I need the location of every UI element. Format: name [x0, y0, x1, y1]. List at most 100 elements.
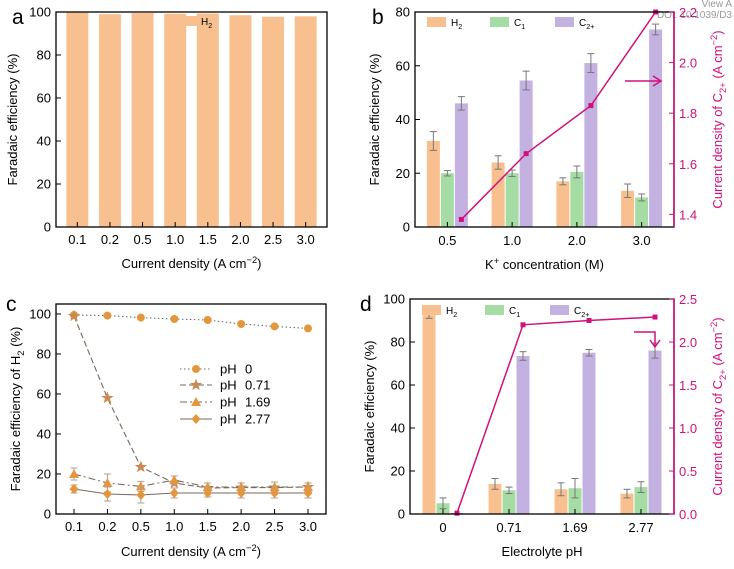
panel-b-current-line [460, 11, 657, 220]
panel-a-xtick-label-1: 0.2 [101, 232, 119, 247]
panel-b-ylabel-right: Current density of C2+​ (A cm−2​) [709, 30, 728, 208]
panel-b-arrow-head [652, 75, 663, 87]
panel-a-bar-0.2 [98, 14, 121, 228]
panel-b-bar-c1-1.0 [505, 173, 519, 227]
panel-d-legend-swatch-c2plus [550, 305, 569, 315]
panel-c-point-ph-2-77-2.0 [236, 488, 246, 498]
panel-c-legend-val-ph-0-71: 0.71 [245, 378, 270, 393]
panel-a-ytick-label-3: 60 [37, 91, 51, 106]
panel-a-bar-0.5 [131, 13, 154, 228]
panel-a-ytick-label-4: 80 [37, 48, 51, 63]
panel-d-current-point-1.69 [586, 318, 592, 323]
panel-d-errbar-h2-2.77 [623, 488, 631, 499]
panel-d-errbar-c1-2.77 [637, 481, 645, 493]
panel-a-legend-swatch-h2 [180, 16, 199, 26]
panel-c-line-ph-1-69 [73, 473, 308, 488]
panel-c-point-ph-1-69-1.0 [169, 475, 180, 484]
panel-c-ytick-label-5: 100 [29, 307, 51, 322]
panel-a-xlabel: Current density (A cm−2​) [122, 255, 262, 271]
panel-b-errbar-h2-0.5 [429, 131, 437, 151]
panel-b-ytick-label-2: 40 [396, 112, 410, 127]
panel-c-xlabel-part-1: −2 [246, 543, 257, 553]
panel-d-legend-c2plus-part-0: C [574, 306, 581, 317]
panel-b-ytick-right-label-1: 1.6 [679, 157, 697, 172]
panel-c-point-ph-2-77-1.0 [169, 488, 179, 498]
panel-c-line-ph-0 [73, 314, 309, 329]
panel-c-legend-pre-ph-0-71: pH [220, 378, 237, 393]
panel-c-xtick-label-6: 2.5 [266, 519, 284, 534]
panel-a-ylabel-part-0: Faradaic efficiency (%) [5, 54, 20, 186]
panel-b-errbar-c2plus-2.0 [587, 53, 595, 73]
panel-d-current-point-0 [454, 510, 460, 516]
panel-a-legend-h2-part-0: H [201, 17, 208, 28]
panel-d-current-point-2.77 [652, 314, 658, 320]
panel-b-legend-c2plus-part-1: 2+ [586, 22, 594, 31]
panel-a-bar-1.5 [196, 13, 219, 227]
panel-b-legend-c2plus: C2+​ [579, 18, 594, 31]
panel-c-legend-pre-ph-0: pH [220, 362, 237, 377]
panel-b-ylabel-right-part-2: (A cm [710, 45, 725, 82]
panel-b-ytick-right-label-4: 2.2 [679, 5, 697, 20]
panel-a-letter: a [12, 6, 24, 29]
panel-b-current-point-1.0 [523, 151, 529, 157]
panel-c-ytick-label-4: 80 [37, 347, 51, 362]
panel-d-errbar-c1-1.69 [571, 478, 579, 499]
panel-b-errbar-c2plus-3.0 [652, 23, 660, 36]
panel-d-errbar-c1-0.71 [505, 486, 513, 495]
panel-c-legend-val-ph-1-69: 1.69 [245, 395, 270, 410]
panel-b-ytick-label-3: 60 [396, 58, 410, 73]
panel-b-letter: b [372, 6, 384, 29]
panel-d-bar-h2-0 [422, 315, 436, 514]
panel-a-xtick-label-7: 3.0 [297, 232, 315, 247]
panel-d-letter: d [360, 293, 372, 316]
panel-c-xtick-label-7: 3.0 [299, 519, 317, 534]
panel-b-bar-c2plus-2.0 [584, 63, 598, 227]
panel-d-ytick-right-label-0: 0.0 [679, 507, 697, 522]
panel-c-ylabel-part-2: (%) [8, 327, 23, 351]
panel-d-xtick-label-0: 0 [439, 520, 446, 535]
panel-b-bar-h2-3.0 [621, 190, 635, 227]
panel-a-ytick-label-2: 40 [37, 134, 51, 149]
panel-d-legend-h2-part-0: H [446, 306, 453, 317]
panel-d-errbar-c2plus-1.69 [585, 349, 593, 357]
panel-d-xtick-label-3: 2.77 [628, 520, 653, 535]
panel-d-legend-c2plus-part-1: 2+ [581, 310, 589, 319]
panel-a-legend-h2: H2​ [201, 17, 212, 30]
panel-d-legend-c1: C1​ [509, 306, 520, 319]
panel-c-line-ph-2-77 [73, 488, 308, 496]
panel-c-ylabel-part-1: 2 [16, 351, 26, 356]
panel-c-legend-pre-ph-2-77: pH [220, 412, 237, 427]
panel-b-legend-c2plus-part-0: C [579, 18, 586, 29]
panel-b-xlabel-part-1: + [494, 256, 499, 266]
panel-d-legend-h2: H2​ [446, 306, 457, 319]
panel-b-legend-h2-part-1: 2 [458, 22, 462, 31]
panel-c-xlabel: Current density (A cm−2​) [121, 543, 261, 559]
panel-d-ytick-label-0: 0 [398, 507, 405, 522]
panel-c-point-ph-1-69-2.5 [269, 482, 280, 491]
panel-b-errbar-h2-2.0 [559, 177, 567, 186]
panel-c-ylabel-part-0: Faradaic efficiency of H [8, 356, 23, 492]
panel-b-bar-c2plus-3.0 [649, 29, 663, 227]
panel-a-xtick-label-5: 2.0 [231, 232, 249, 247]
panel-b-ylabel-right-part-3: −2 [709, 35, 719, 46]
panel-b-bar-c1-0.5 [440, 173, 454, 227]
panel-b-legend-h2: H2​ [451, 18, 462, 31]
panel-b-legend-swatch-h2 [427, 17, 446, 27]
panel-b-errbar-c2plus-0.5 [457, 96, 465, 111]
panel-d-current-point-0.71 [520, 322, 526, 328]
panel-d-bar-c1-0.71 [502, 490, 516, 514]
panel-c-xtick-label-5: 2.0 [232, 519, 250, 534]
panel-b-errbar-h2-1.0 [494, 155, 502, 170]
panel-c-ytick-label-3: 60 [37, 387, 51, 402]
panel-c-point-ph-1-69-0.2 [102, 478, 113, 487]
panel-a-xlabel-part-1: −2 [247, 255, 258, 265]
panel-b-current-point-0.5 [458, 216, 464, 222]
panel-a-xtick-label-0: 0.1 [68, 232, 86, 247]
panel-b-errbar-c1-3.0 [638, 193, 646, 202]
panel-d-legend-h2-part-1: 2 [453, 310, 457, 319]
panel-c-point-ph-0-3.0 [304, 324, 312, 333]
panel-a-bar-2.0 [229, 15, 252, 227]
panel-a-xtick-label-6: 2.5 [264, 232, 282, 247]
panel-c-point-ph-2-77-0.2 [102, 489, 112, 499]
